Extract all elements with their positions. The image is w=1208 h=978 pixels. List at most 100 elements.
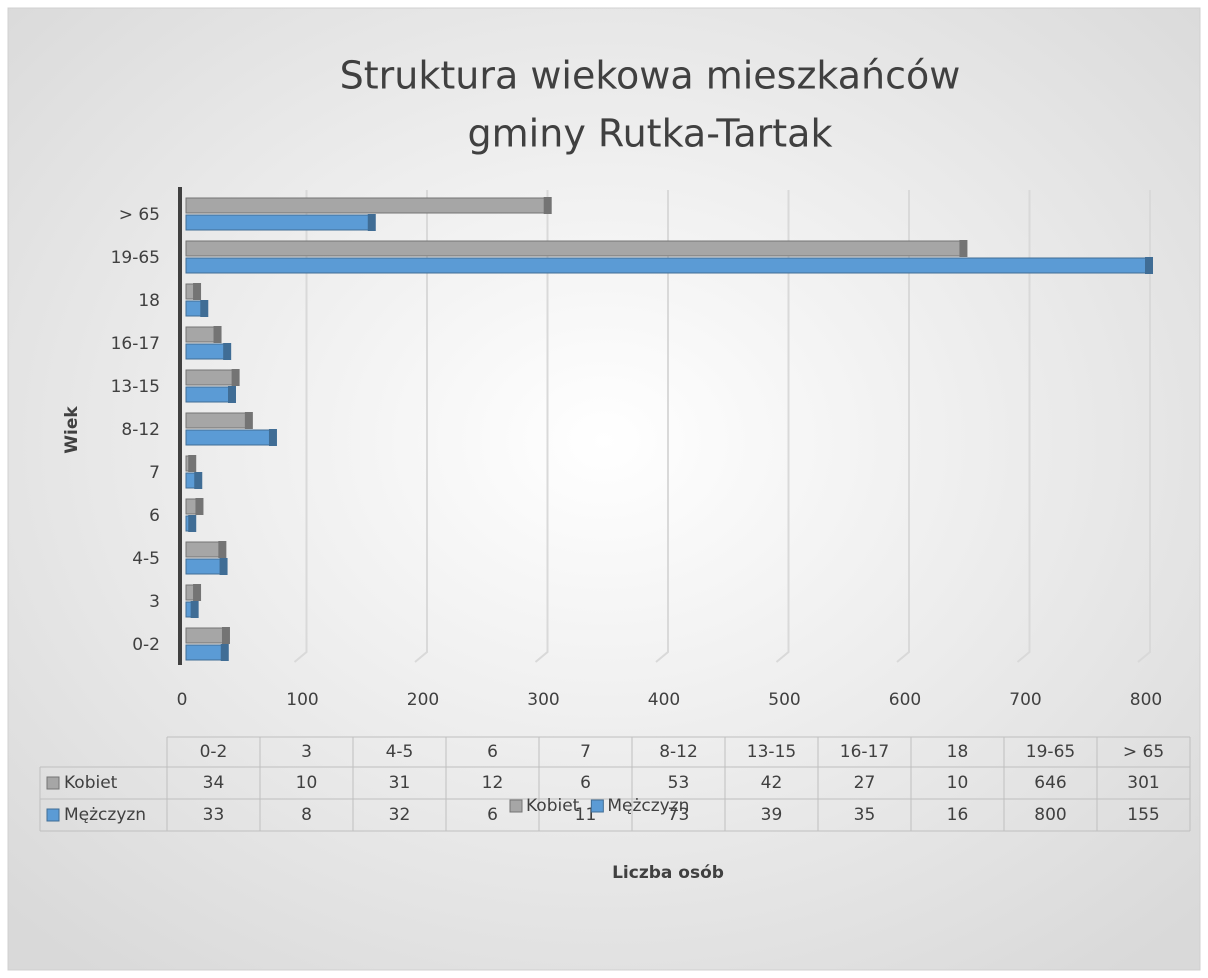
table-cell: 6 (487, 805, 498, 825)
table-cell: 646 (1034, 773, 1066, 793)
table-cell: 301 (1127, 773, 1159, 793)
bar (185, 644, 227, 661)
y-tick-label: 13-15 (111, 377, 160, 397)
grid-line (1016, 190, 1031, 663)
table-row-label: Kobiet (64, 773, 118, 793)
bar-side (227, 386, 236, 403)
table-cell: 31 (389, 773, 411, 793)
table-cell: 27 (854, 773, 876, 793)
table-header: 16-17 (840, 742, 889, 762)
bar-side (221, 627, 230, 644)
bar-side (200, 300, 209, 317)
bar-side (188, 455, 197, 472)
table-cell: 16 (947, 805, 969, 825)
bar-side (195, 498, 204, 515)
bar-side (219, 558, 228, 575)
bar (185, 558, 226, 575)
bar-side (193, 584, 202, 601)
bar (185, 240, 965, 257)
bar (185, 386, 234, 403)
table-cell: 53 (668, 773, 690, 793)
x-tick-label: 400 (648, 690, 680, 710)
bar-side (194, 472, 203, 489)
bar (185, 627, 228, 644)
y-tick-label: > 65 (119, 205, 160, 225)
y-tick-label: 3 (149, 592, 160, 612)
grid-line (655, 190, 669, 663)
table-header: 18 (947, 742, 969, 762)
chart-title: gminy Rutka-Tartak (468, 112, 833, 156)
table-header: > 65 (1123, 742, 1164, 762)
grid-line (293, 190, 308, 663)
bar (185, 369, 238, 386)
bar-side (367, 214, 376, 231)
grid-line (414, 190, 428, 663)
table-header: 8-12 (659, 742, 698, 762)
bar (185, 412, 251, 429)
bar-side (1145, 257, 1153, 274)
bar-side (268, 429, 277, 446)
legend-label: Kobiet (526, 796, 580, 816)
table-cell: 6 (580, 773, 591, 793)
chart-background (7, 7, 1201, 971)
table-header: 13-15 (747, 742, 796, 762)
table-cell: 39 (761, 805, 783, 825)
table-cell: 10 (947, 773, 969, 793)
table-legend-key (46, 808, 60, 822)
y-tick-label: 16-17 (111, 334, 160, 354)
chart-title: Struktura wiekowa mieszkańców (340, 54, 961, 98)
bar-side (220, 644, 229, 661)
x-tick-label: 800 (1130, 690, 1162, 710)
x-tick-label: 100 (286, 690, 318, 710)
x-tick-label: 0 (177, 690, 188, 710)
y-tick-label: 19-65 (111, 248, 160, 268)
bar-side (190, 601, 199, 618)
x-tick-label: 500 (768, 690, 800, 710)
table-header: 0-2 (200, 742, 228, 762)
bar-side (193, 283, 202, 300)
table-header: 19-65 (1026, 742, 1075, 762)
bar-side (959, 240, 968, 257)
x-axis-label: Liczba osób (612, 863, 724, 883)
bar-side (543, 197, 552, 214)
x-tick-label: 300 (527, 690, 559, 710)
grid-line (896, 190, 910, 663)
bar (185, 197, 550, 214)
bar (185, 429, 275, 446)
table-cell: 33 (203, 805, 225, 825)
table-cell: 73 (668, 805, 690, 825)
bar (185, 257, 1151, 274)
legend-key (509, 799, 523, 813)
bar (185, 541, 224, 558)
legend-label: Mężczyzn (607, 796, 689, 816)
table-cell: 10 (296, 773, 318, 793)
table-row-label: Mężczyzn (64, 805, 146, 825)
y-tick-label: 8-12 (121, 420, 160, 440)
table-cell: 800 (1034, 805, 1066, 825)
x-tick-label: 600 (889, 690, 921, 710)
bar-side (244, 412, 253, 429)
y-tick-label: 18 (138, 291, 160, 311)
y-axis-label: Wiek (62, 406, 82, 454)
grid-line (534, 190, 549, 663)
table-legend-key (46, 776, 60, 790)
y-tick-label: 0-2 (132, 635, 160, 655)
bar-side (223, 343, 232, 360)
table-header: 4-5 (386, 742, 414, 762)
table-header: 3 (301, 742, 312, 762)
table-cell: 42 (761, 773, 783, 793)
table-cell: 32 (389, 805, 411, 825)
bar-side (188, 515, 197, 532)
table-cell: 35 (854, 805, 876, 825)
table-cell: 8 (301, 805, 312, 825)
legend-key (590, 799, 604, 813)
y-tick-label: 6 (149, 506, 160, 526)
y-tick-label: 4-5 (132, 549, 160, 569)
y-tick-label: 7 (149, 463, 160, 483)
table-cell: 12 (482, 773, 504, 793)
table-cell: 155 (1127, 805, 1159, 825)
grid-line (1137, 190, 1151, 663)
bar-side (218, 541, 227, 558)
table-header: 6 (487, 742, 498, 762)
